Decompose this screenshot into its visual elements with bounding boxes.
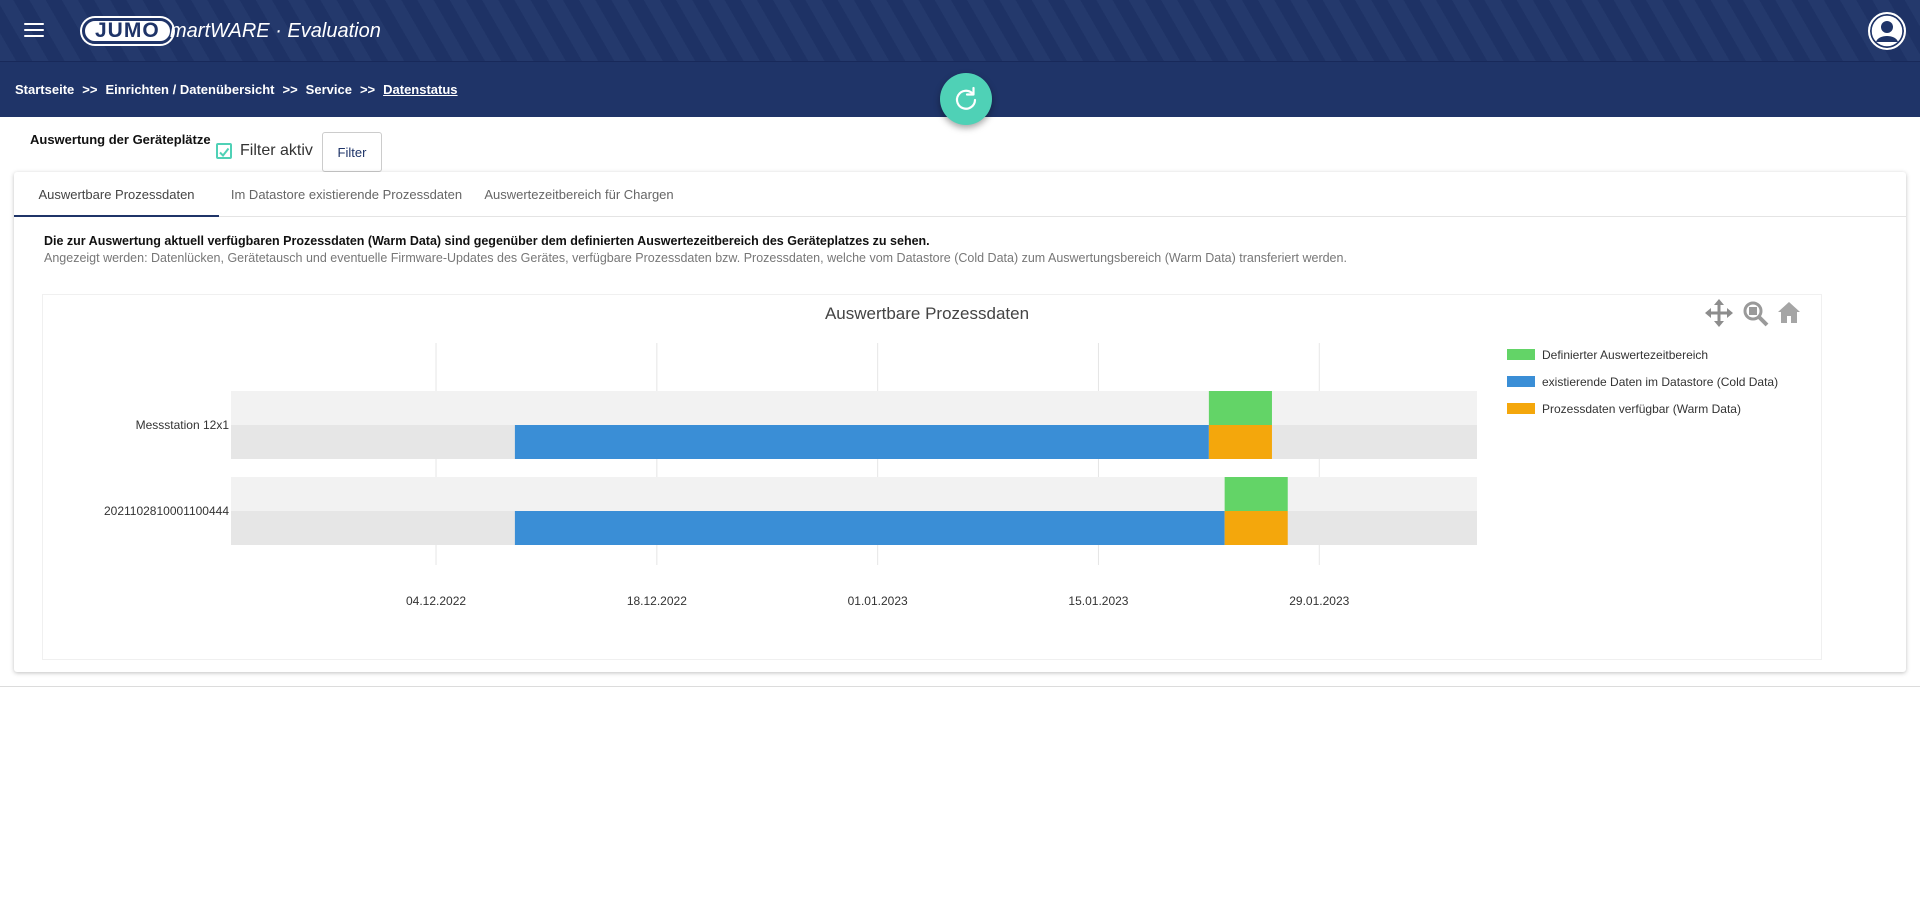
bar-cold-data[interactable] bbox=[514, 511, 1225, 545]
breadcrumb-einrichten[interactable]: Einrichten / Datenübersicht bbox=[105, 82, 275, 97]
content-card: Auswertbare Prozessdaten Im Datastore ex… bbox=[14, 172, 1906, 672]
bar-warm-data[interactable] bbox=[1208, 425, 1272, 459]
y-category-label: Messstation 12x1 bbox=[136, 418, 230, 432]
breadcrumb-separator: >> bbox=[82, 82, 98, 97]
divider bbox=[0, 686, 1920, 687]
tab-datastore-prozessdaten[interactable]: Im Datastore existierende Prozessdaten bbox=[230, 187, 463, 202]
timeline-chart: Auswertbare Prozessdaten 04.12.2022 18.12.… bbox=[104, 299, 1800, 608]
tab-auswertbare-prozessdaten[interactable]: Auswertbare Prozessdaten bbox=[14, 172, 219, 217]
zoom-icon[interactable] bbox=[1743, 301, 1769, 327]
refresh-icon bbox=[955, 86, 977, 110]
x-tick-label: 15.01.2023 bbox=[1068, 594, 1128, 608]
checkmark-icon bbox=[219, 147, 230, 158]
breadcrumb-separator: >> bbox=[282, 82, 298, 97]
hamburger-menu-icon[interactable] bbox=[22, 20, 46, 42]
description-detail: Angezeigt werden: Datenlücken, Gerätetau… bbox=[44, 251, 1347, 265]
bar-cold-data[interactable] bbox=[514, 425, 1209, 459]
legend-label[interactable]: existierende Daten im Datastore (Cold Da… bbox=[1542, 375, 1778, 389]
user-avatar-icon[interactable] bbox=[1868, 12, 1906, 50]
breadcrumb-current: Datenstatus bbox=[383, 82, 458, 97]
breadcrumb-separator: >> bbox=[359, 82, 376, 97]
pan-icon[interactable] bbox=[1705, 299, 1733, 327]
refresh-button[interactable] bbox=[940, 73, 992, 125]
chart-container: Auswertbare Prozessdaten 04.12.2022 18.12.… bbox=[42, 294, 1822, 660]
breadcrumb-startseite[interactable]: Startseite bbox=[15, 82, 75, 97]
home-icon[interactable] bbox=[1778, 302, 1800, 323]
bar-defined-range[interactable] bbox=[1224, 477, 1288, 511]
breadcrumb-service[interactable]: Service bbox=[305, 82, 352, 97]
jumo-logo: JUMO bbox=[82, 18, 173, 44]
tab-bar: Auswertbare Prozessdaten Im Datastore ex… bbox=[14, 172, 1906, 217]
legend-swatch bbox=[1507, 349, 1535, 360]
filter-active-checkbox[interactable] bbox=[216, 143, 232, 159]
filter-section-title: Auswertung der Geräteplätze bbox=[30, 132, 211, 147]
legend-swatch bbox=[1507, 403, 1535, 414]
description-bold: Die zur Auswertung aktuell verfügbaren P… bbox=[44, 234, 930, 248]
legend-swatch bbox=[1507, 376, 1535, 387]
bar-warm-data[interactable] bbox=[1224, 511, 1288, 545]
breadcrumb: Startseite >> Einrichten / Datenübersicht >… bbox=[15, 82, 458, 97]
chart-title: Auswertbare Prozessdaten bbox=[825, 304, 1029, 323]
x-tick-label: 04.12.2022 bbox=[406, 594, 466, 608]
row-band-upper bbox=[231, 391, 1477, 425]
y-category-label: 2021102810001100444 bbox=[104, 504, 229, 518]
x-tick-label: 01.01.2023 bbox=[848, 594, 908, 608]
row-band-upper bbox=[231, 477, 1477, 511]
bar-defined-range[interactable] bbox=[1208, 391, 1272, 425]
x-tick-label: 18.12.2022 bbox=[627, 594, 687, 608]
top-bar: JUMO smartWARE · Evaluation bbox=[0, 0, 1920, 62]
x-tick-label: 29.01.2023 bbox=[1289, 594, 1349, 608]
filter-button[interactable]: Filter bbox=[322, 132, 382, 172]
legend-label[interactable]: Definierter Auswertezeitbereich bbox=[1542, 348, 1708, 362]
legend-label[interactable]: Prozessdaten verfügbar (Warm Data) bbox=[1542, 402, 1741, 416]
product-name: smartWARE · Evaluation bbox=[160, 20, 381, 42]
filter-active-label: Filter aktiv bbox=[240, 142, 313, 159]
tab-auswertezeitbereich-chargen[interactable]: Auswertezeitbereich für Chargen bbox=[484, 187, 674, 202]
